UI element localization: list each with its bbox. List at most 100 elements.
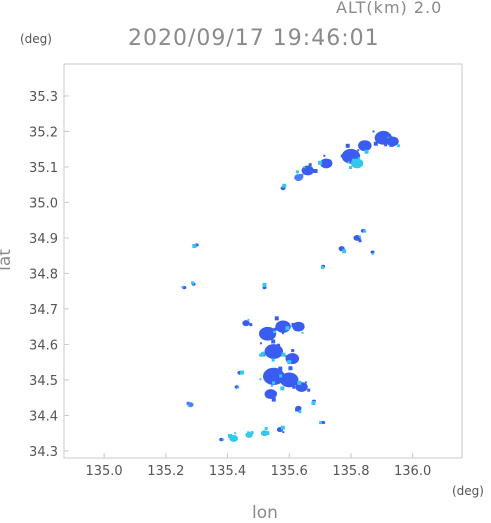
echo-speckle — [281, 332, 284, 335]
echo-speckle — [291, 322, 296, 327]
echo-speckle — [360, 141, 364, 145]
echo-speckle — [271, 384, 274, 387]
x-unit-label: (deg) — [452, 484, 484, 498]
echo-speckle — [347, 161, 350, 164]
echo-speckle — [181, 286, 184, 289]
echo-speckle — [282, 431, 285, 434]
echo-speckle — [291, 349, 295, 353]
echo-speckle — [364, 149, 369, 154]
echo-speckle — [249, 323, 253, 327]
y-tick-label: 34.6 — [29, 338, 58, 353]
echo-speckle — [294, 328, 298, 332]
echo-speckle — [273, 330, 277, 334]
echo-speckle — [236, 386, 239, 389]
echo-cell — [370, 250, 375, 254]
echo-speckle — [259, 378, 262, 381]
x-axis-label: lon — [252, 503, 278, 523]
echo-speckle — [279, 374, 283, 378]
echo-speckle — [187, 405, 190, 408]
echo-speckle — [354, 152, 357, 155]
echo-speckle — [273, 391, 277, 395]
x-tick-label: 135.0 — [85, 464, 122, 479]
echo-speckle — [317, 160, 322, 165]
echo-speckle — [386, 140, 389, 143]
echo-speckle — [373, 141, 378, 146]
echo-speckle — [264, 426, 268, 430]
echo-speckle — [384, 143, 388, 147]
echo-speckle — [308, 163, 312, 167]
x-tick-label: 136.0 — [394, 464, 431, 479]
altitude-label: ALT(km) 2.0 — [336, 0, 443, 17]
echo-cell — [279, 372, 299, 388]
echo-speckle — [357, 149, 360, 152]
echo-speckle — [358, 156, 361, 159]
echo-speckle — [371, 252, 374, 255]
echo-speckle — [320, 265, 324, 269]
echo-speckle — [228, 433, 233, 438]
y-tick-label: 34.8 — [29, 267, 58, 282]
echo-speckle — [250, 431, 254, 435]
echo-speckle — [234, 432, 237, 435]
echo-speckle — [319, 421, 323, 425]
echo-speckle — [351, 158, 356, 163]
y-unit-label: (deg) — [20, 32, 52, 46]
y-tick-label: 35.1 — [29, 161, 58, 176]
echo-speckle — [304, 381, 307, 384]
x-tick-label: 135.2 — [147, 464, 184, 479]
echo-speckle — [274, 316, 279, 321]
echo-speckle — [278, 366, 283, 371]
echo-speckle — [259, 330, 263, 334]
echo-speckle — [307, 388, 311, 392]
y-tick-label: 34.7 — [29, 303, 58, 318]
echo-cell — [264, 344, 284, 359]
echo-speckle — [303, 166, 306, 169]
echo-speckle — [328, 159, 332, 163]
echo-speckle — [389, 142, 394, 147]
y-tick-label: 34.5 — [29, 374, 58, 389]
y-ticks: 34.3 34.4 34.5 34.6 34.7 34.8 34.9 35.0 35.1 35.2… — [29, 90, 69, 460]
echo-cell — [264, 389, 277, 400]
echo-speckle — [345, 143, 350, 148]
echo-speckle — [261, 351, 265, 355]
echo-speckle — [268, 368, 272, 372]
echo-speckle — [323, 154, 326, 157]
x-tick-label: 135.4 — [209, 464, 246, 479]
y-tick-label: 35.3 — [29, 90, 58, 105]
echo-speckle — [288, 366, 293, 371]
echo-speckle — [358, 239, 362, 243]
echo-speckle — [272, 381, 276, 385]
echo-speckle — [342, 249, 347, 254]
echo-speckle — [259, 342, 262, 345]
echo-cell — [321, 420, 326, 425]
echo-speckle — [191, 281, 195, 285]
echo-speckle — [186, 401, 190, 405]
echo-speckle — [282, 183, 287, 188]
y-tick-label: 35.2 — [29, 125, 58, 140]
echo-speckle — [271, 339, 276, 344]
y-tick-label: 34.3 — [29, 445, 58, 460]
echo-cell — [295, 382, 308, 392]
x-tick-label: 135.6 — [271, 464, 308, 479]
echo-speckle — [372, 130, 375, 133]
echo-speckle — [247, 431, 250, 434]
echo-speckle — [340, 154, 344, 158]
echo-speckle — [280, 425, 285, 430]
timestamp-title: 2020/09/17 19:46:01 — [128, 26, 380, 51]
echo-speckle — [297, 380, 302, 385]
echo-speckle — [247, 318, 250, 321]
echo-speckle — [313, 169, 318, 174]
echo-speckle — [396, 144, 400, 148]
echo-layer — [181, 130, 400, 442]
echo-speckle — [277, 343, 281, 347]
echo-speckle — [301, 331, 304, 334]
echo-speckle — [281, 352, 286, 357]
echo-speckle — [273, 327, 277, 331]
echo-speckle — [294, 377, 297, 380]
y-tick-label: 35.0 — [29, 196, 58, 211]
echo-speckle — [271, 358, 275, 362]
echo-speckle — [363, 229, 367, 233]
echo-speckle — [298, 410, 302, 414]
y-tick-label: 34.9 — [29, 232, 58, 247]
echo-speckle — [358, 235, 361, 238]
